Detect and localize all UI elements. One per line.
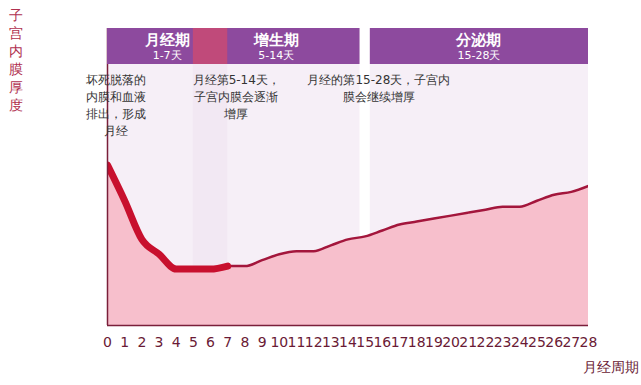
- svg-text:6: 6: [206, 334, 215, 350]
- svg-text:膜会继续增厚: 膜会继续增厚: [343, 90, 415, 104]
- svg-text:子宫内膜会逐渐: 子宫内膜会逐渐: [194, 90, 278, 104]
- svg-text:2: 2: [137, 334, 146, 350]
- svg-text:1-7天: 1-7天: [153, 49, 182, 62]
- svg-text:8: 8: [240, 334, 249, 350]
- svg-text:20: 20: [442, 334, 460, 350]
- svg-text:25: 25: [528, 334, 546, 350]
- svg-text:10: 10: [270, 334, 288, 350]
- svg-text:27: 27: [562, 334, 580, 350]
- svg-text:月经第5-14天，: 月经第5-14天，: [193, 73, 280, 87]
- svg-text:7: 7: [223, 334, 232, 350]
- svg-text:月经的第15-28天，子宫内: 月经的第15-28天，子宫内: [307, 73, 450, 87]
- svg-text:13: 13: [322, 334, 340, 350]
- svg-text:3: 3: [155, 334, 164, 350]
- svg-text:坏死脱落的: 坏死脱落的: [85, 73, 146, 87]
- svg-text:1: 1: [120, 334, 129, 350]
- svg-text:26: 26: [545, 334, 563, 350]
- svg-text:15-28天: 15-28天: [457, 49, 500, 62]
- svg-text:子宫内膜厚度: 子宫内膜厚度: [9, 7, 23, 113]
- svg-text:28: 28: [580, 334, 598, 350]
- svg-text:内膜和血液: 内膜和血液: [86, 90, 146, 104]
- svg-text:9: 9: [258, 334, 267, 350]
- svg-text:月经期: 月经期: [144, 31, 190, 49]
- svg-text:17: 17: [391, 334, 409, 350]
- svg-text:增生期: 增生期: [253, 31, 299, 49]
- svg-text:19: 19: [425, 334, 443, 350]
- svg-text:21: 21: [459, 334, 477, 350]
- svg-text:16: 16: [373, 334, 391, 350]
- svg-text:排出，形成: 排出，形成: [86, 107, 146, 121]
- svg-text:14: 14: [339, 334, 357, 350]
- svg-text:23: 23: [494, 334, 512, 350]
- svg-text:5: 5: [189, 334, 198, 350]
- svg-text:分泌期: 分泌期: [455, 31, 501, 49]
- svg-text:24: 24: [511, 334, 529, 350]
- svg-text:22: 22: [477, 334, 495, 350]
- svg-text:15: 15: [356, 334, 374, 350]
- svg-text:5-14天: 5-14天: [258, 49, 294, 62]
- svg-text:18: 18: [408, 334, 426, 350]
- svg-text:4: 4: [172, 334, 181, 350]
- svg-text:月经: 月经: [104, 124, 128, 138]
- svg-text:0: 0: [103, 334, 112, 350]
- svg-text:增厚: 增厚: [223, 107, 248, 121]
- svg-text:月经周期: 月经周期: [583, 359, 639, 375]
- svg-text:11: 11: [288, 334, 306, 350]
- svg-text:12: 12: [305, 334, 323, 350]
